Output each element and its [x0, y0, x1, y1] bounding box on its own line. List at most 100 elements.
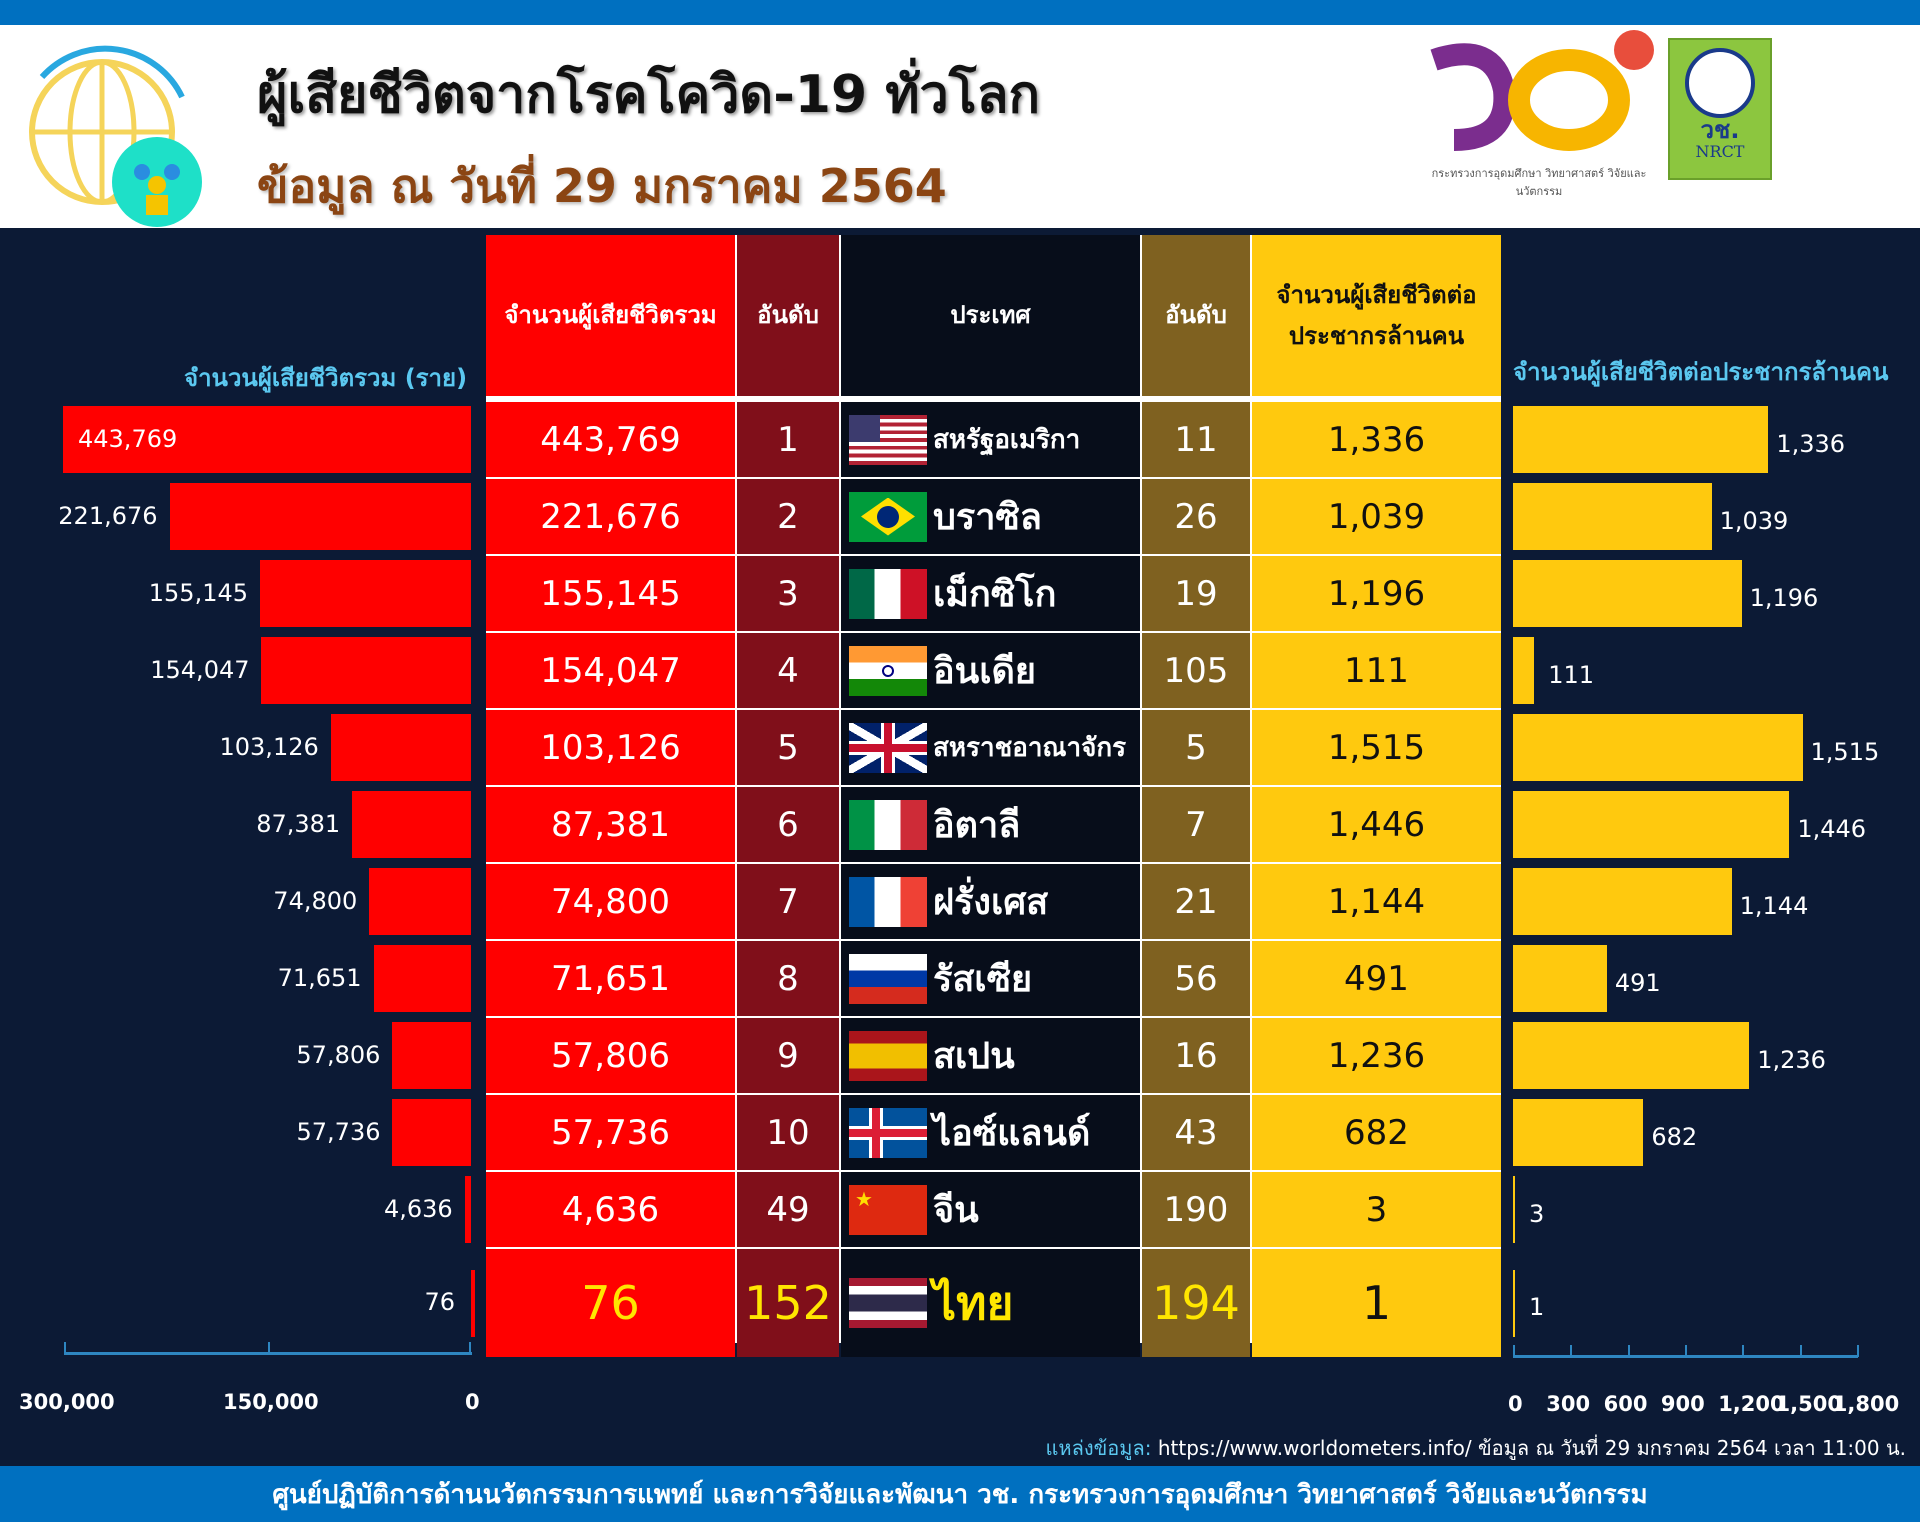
cell-rank: 3 — [737, 556, 839, 631]
left-axis-tick-label: 300,000 — [19, 1390, 115, 1414]
country-name: อินเดีย — [933, 651, 1037, 692]
cell-rank-per-million: 43 — [1142, 1095, 1250, 1170]
country-name: สหราชอาณาจักร — [933, 733, 1127, 763]
country-name: เม็กซิโก — [933, 574, 1057, 615]
cell-rank: 5 — [737, 710, 839, 785]
cell-rank-per-million: 56 — [1142, 941, 1250, 1016]
cell-deaths-per-million: 1,236 — [1252, 1018, 1501, 1093]
cell-rank-per-million: 16 — [1142, 1018, 1250, 1093]
left-bar — [464, 1176, 471, 1243]
left-bar — [392, 1022, 471, 1089]
left-bar-label: 71,651 — [277, 963, 362, 992]
cell-country: ไทย — [841, 1249, 1140, 1357]
flag-cn-icon: ★ — [849, 1184, 927, 1235]
country-name: สหรัฐอเมริกา — [933, 425, 1081, 455]
left-bar — [330, 714, 471, 781]
cell-country: บราซิล — [841, 479, 1140, 554]
cell-total-deaths: 221,676 — [486, 479, 735, 554]
cell-rank-per-million: 19 — [1142, 556, 1250, 631]
right-axis-tick-label: 1,500 — [1775, 1392, 1842, 1416]
right-bar — [1513, 483, 1712, 550]
cell-country: สเปน — [841, 1018, 1140, 1093]
mhesi-logo: กระทรวงการอุดมศึกษา วิทยาศาสตร์ วิจัยและ… — [1414, 30, 1664, 198]
table-row: 221,676 2 บราซิล 26 1,039 — [486, 479, 1501, 554]
left-bar — [260, 560, 471, 627]
cell-rank: 49 — [737, 1172, 839, 1247]
nrct-logo-thai: วช. — [1700, 116, 1740, 144]
left-bar-label: 74,800 — [273, 886, 358, 915]
right-bar-label: 1 — [1529, 1293, 1545, 1321]
table-row: 154,047 4 อินเดีย 105 111 — [486, 633, 1501, 708]
source-url[interactable]: https://www.worldometers.info/ — [1157, 1436, 1472, 1460]
cell-country: รัสเซีย — [841, 941, 1140, 1016]
right-bar-label: 111 — [1548, 660, 1595, 689]
right-axis-tick — [1799, 1345, 1802, 1357]
cell-total-deaths: 57,806 — [486, 1018, 735, 1093]
cell-rank: 2 — [737, 479, 839, 554]
right-bar-label: 1,144 — [1739, 891, 1809, 920]
cell-deaths-per-million: 111 — [1252, 633, 1501, 708]
right-axis-tick — [1570, 1345, 1573, 1357]
left-chart-title: จำนวนผู้เสียชีวิตรวม (ราย) — [184, 364, 468, 392]
cell-total-deaths: 87,381 — [486, 787, 735, 862]
right-axis-tick — [1513, 1345, 1515, 1357]
deaths-table: จำนวนผู้เสียชีวิตรวม อันดับ ประเทศ อันดับ จำ… — [486, 235, 1501, 1357]
cell-deaths-per-million: 491 — [1252, 941, 1501, 1016]
left-bar-label: 221,676 — [58, 501, 158, 530]
cell-deaths-per-million: 3 — [1252, 1172, 1501, 1247]
cell-total-deaths: 443,769 — [486, 402, 735, 477]
left-bar — [352, 791, 471, 858]
cell-rank-per-million: 194 — [1142, 1249, 1250, 1357]
cell-country: อิตาลี — [841, 787, 1140, 862]
cell-deaths-per-million: 1 — [1252, 1249, 1501, 1357]
right-bar — [1513, 1022, 1750, 1089]
cell-rank: 8 — [737, 941, 839, 1016]
right-bar-label: 1,039 — [1719, 506, 1789, 535]
country-name: รัสเซีย — [933, 959, 1033, 1000]
header-rank: อันดับ — [737, 235, 839, 396]
flag-br-icon — [849, 491, 927, 542]
left-bar-label: 154,047 — [150, 655, 250, 684]
left-bar-label: 155,145 — [148, 578, 249, 607]
right-bar — [1513, 1099, 1644, 1166]
cell-rank: 6 — [737, 787, 839, 862]
right-axis-tick-label: 0 — [1508, 1392, 1523, 1416]
cell-deaths-per-million: 1,039 — [1252, 479, 1501, 554]
table-row: 443,769 1 สหรัฐอเมริกา 11 1,336 — [486, 402, 1501, 477]
cell-rank: 10 — [737, 1095, 839, 1170]
table-row: 87,381 6 อิตาลี 7 1,446 — [486, 787, 1501, 862]
right-bar-label: 1,336 — [1776, 429, 1846, 458]
cell-rank-per-million: 21 — [1142, 864, 1250, 939]
cell-total-deaths: 103,126 — [486, 710, 735, 785]
cell-country: ฝรั่งเศส — [841, 864, 1140, 939]
cell-total-deaths: 4,636 — [486, 1172, 735, 1247]
left-bar-label: 57,736 — [296, 1117, 381, 1146]
left-bar — [63, 406, 471, 473]
cell-country: ★ จีน — [841, 1172, 1140, 1247]
right-bar-label: 1,196 — [1749, 583, 1819, 612]
left-bar — [373, 945, 471, 1012]
cell-rank: 9 — [737, 1018, 839, 1093]
table-row: 76 152 ไทย 194 1 — [486, 1249, 1501, 1357]
header-total-deaths: จำนวนผู้เสียชีวิตรวม — [486, 235, 735, 396]
page-subtitle: ข้อมูล ณ วันที่ 29 มกราคม 2564 — [257, 159, 947, 213]
left-bar-label: 76 — [424, 1288, 455, 1316]
right-axis-tick-label: 900 — [1660, 1392, 1705, 1416]
right-axis-tick — [1684, 1345, 1687, 1357]
flag-ru-icon — [849, 953, 927, 1004]
cell-rank: 4 — [737, 633, 839, 708]
source-line: แหล่งข้อมูล: https://www.worldometers.in… — [1046, 1432, 1907, 1464]
cell-deaths-per-million: 1,196 — [1252, 556, 1501, 631]
cell-country: เม็กซิโก — [841, 556, 1140, 631]
cell-rank-per-million: 5 — [1142, 710, 1250, 785]
left-bar-label: 443,769 — [78, 424, 178, 453]
left-axis-tick — [268, 1342, 270, 1354]
cell-rank-per-million: 190 — [1142, 1172, 1250, 1247]
right-chart-title: จำนวนผู้เสียชีวิตต่อประชากรล้านคน — [1513, 358, 1889, 386]
header-deaths-per-million: จำนวนผู้เสียชีวิตต่อประชากรล้านคน — [1252, 235, 1501, 396]
cell-rank: 7 — [737, 864, 839, 939]
right-bar-label: 3 — [1529, 1199, 1545, 1228]
cell-total-deaths: 76 — [486, 1249, 735, 1357]
left-bar — [261, 637, 471, 704]
cell-rank-per-million: 105 — [1142, 633, 1250, 708]
